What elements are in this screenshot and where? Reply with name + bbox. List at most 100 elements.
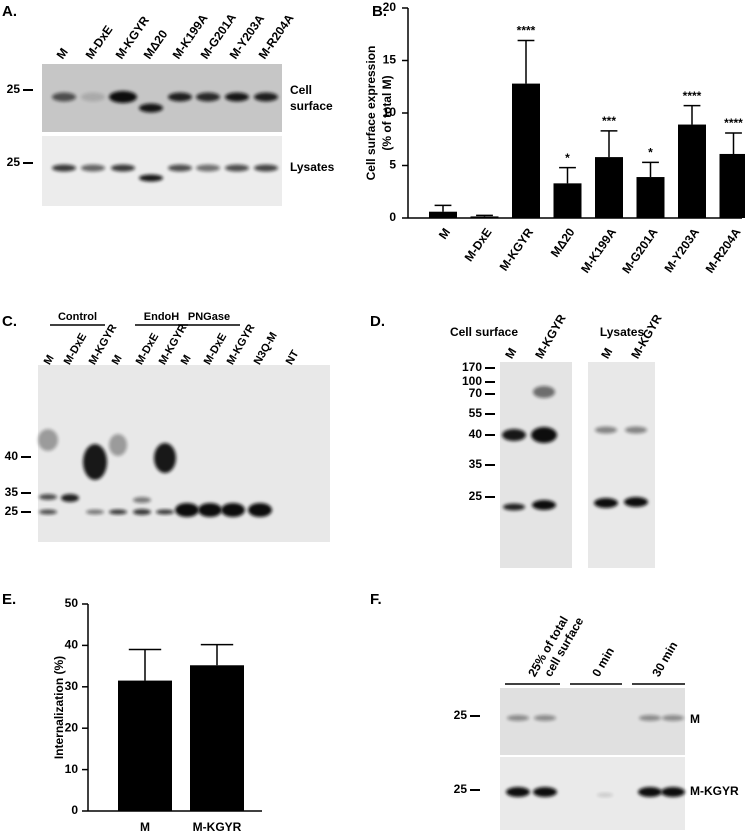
band [661, 787, 685, 797]
marker-label: 40 [469, 427, 483, 441]
marker-label: 70 [469, 386, 483, 400]
lane-label: M-KGYR [532, 312, 569, 361]
annotation: **** [683, 89, 702, 103]
x-tick-label: M-KGYR [497, 225, 537, 273]
group-label: 30 min [649, 639, 680, 679]
band [503, 504, 525, 511]
x-tick-label: M-G201A [619, 225, 660, 276]
band [111, 165, 135, 172]
group-label: Control [58, 311, 97, 323]
error-bar [201, 645, 233, 666]
bar [471, 216, 499, 218]
error-bar [518, 41, 535, 84]
row-label: M [690, 712, 700, 726]
x-tick-label: M-DxE [462, 226, 495, 265]
error-bar [601, 131, 618, 157]
lane-label: M [54, 45, 71, 61]
blot [42, 136, 282, 206]
band [198, 503, 222, 517]
band [109, 91, 137, 103]
error-bar [129, 650, 161, 681]
x-tick-label: M-KGYR [193, 820, 242, 834]
band [531, 427, 557, 443]
error-bar [684, 106, 701, 125]
annotation: **** [724, 116, 743, 130]
lane-label: N3Q-M [252, 330, 280, 367]
panel-label: D. [370, 313, 385, 330]
group-label: PNGase [188, 311, 230, 323]
y-tick-label: 20 [383, 0, 397, 14]
group-label: EndoH [144, 311, 179, 323]
lane-label: MΔ20 [141, 27, 171, 61]
band [507, 715, 529, 721]
band [109, 510, 127, 515]
marker-label: 55 [469, 406, 483, 420]
y-axis-label: Cell surface expression [364, 46, 378, 181]
band [83, 444, 107, 480]
band [533, 787, 557, 797]
band [625, 427, 647, 434]
band [81, 165, 105, 172]
marker-label: 25 [7, 82, 21, 96]
band [109, 434, 127, 456]
x-tick-label: M [140, 820, 150, 834]
marker-label: 170 [462, 360, 482, 374]
blot-label: surface [290, 99, 333, 113]
error-bar [476, 215, 493, 216]
band [225, 165, 249, 172]
band [154, 443, 176, 473]
y-tick-label: 20 [65, 720, 79, 734]
group-label: Cell surface [450, 325, 518, 339]
band [662, 715, 684, 721]
band [221, 503, 245, 517]
band [502, 429, 526, 441]
x-tick-label: M-R204A [703, 225, 744, 275]
error-bar [725, 133, 742, 154]
band [139, 104, 163, 113]
lane-label: M-DxE [83, 23, 116, 62]
band [196, 93, 220, 102]
band [638, 787, 662, 797]
y-tick-label: 10 [65, 762, 79, 776]
y-tick-label: 10 [383, 105, 397, 119]
row-label: M-KGYR [690, 784, 739, 798]
band [254, 93, 278, 102]
band [534, 715, 556, 721]
bar [512, 84, 540, 218]
group-label: 0 min [589, 645, 617, 679]
error-bar [559, 168, 576, 184]
band [196, 165, 220, 172]
band [595, 427, 617, 434]
band [254, 165, 278, 172]
annotation: * [648, 146, 653, 160]
x-tick-label: M-Y203A [662, 225, 703, 275]
bar [190, 665, 244, 811]
band [39, 510, 57, 515]
blot-label: Lysates [290, 160, 335, 174]
lane-label: M [179, 353, 194, 367]
y-tick-label: 5 [389, 158, 396, 172]
blot [500, 688, 685, 755]
band [81, 93, 105, 102]
x-tick-label: M [436, 226, 453, 242]
band [532, 500, 556, 510]
lane-label: M [110, 353, 125, 367]
bar [637, 177, 665, 218]
bar [554, 183, 582, 218]
bar [118, 681, 172, 811]
marker-label: 25 [469, 489, 483, 503]
y-tick-label: 40 [65, 638, 79, 652]
band [139, 175, 163, 182]
marker-label: 35 [5, 485, 19, 499]
band [156, 510, 174, 515]
band [624, 497, 648, 507]
band [133, 497, 151, 503]
bar [595, 157, 623, 218]
marker-label: 35 [469, 457, 483, 471]
marker-label: 25 [7, 155, 21, 169]
band [86, 510, 104, 515]
x-tick-label: MΔ20 [548, 225, 578, 259]
marker-label: 40 [5, 449, 19, 463]
blot [588, 362, 655, 568]
panel-label: F. [370, 591, 382, 608]
